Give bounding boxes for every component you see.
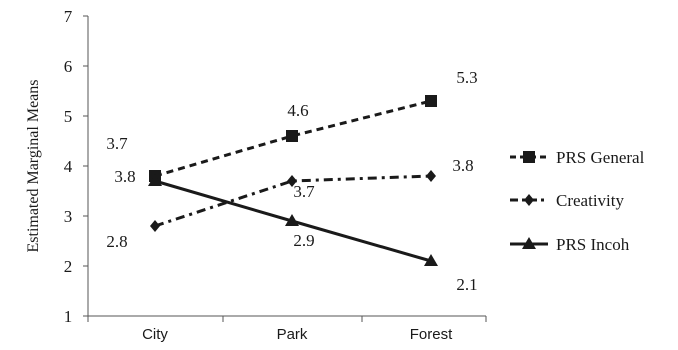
legend-item: PRS General [510, 148, 645, 167]
data-point [425, 95, 437, 107]
y-tick-label: 4 [64, 157, 73, 176]
legend-item: Creativity [510, 191, 624, 210]
data-label: 4.6 [287, 101, 308, 120]
data-label: 3.7 [293, 182, 315, 201]
data-point [150, 220, 160, 232]
data-label: 5.3 [456, 68, 477, 87]
data-label: 3.7 [106, 134, 128, 153]
y-tick-label: 6 [64, 57, 73, 76]
legend-marker [523, 151, 535, 163]
data-point [286, 130, 298, 142]
legend: PRS General Creativity PRS Incoh [510, 148, 645, 254]
legend-marker [524, 194, 534, 206]
data-label: 3.8 [114, 167, 135, 186]
data-labels: 3.8 4.6 5.3 2.8 3.7 3.8 3.7 2.9 2.1 [106, 68, 477, 294]
x-ticks: City Park Forest [87, 316, 487, 343]
data-label: 2.8 [106, 232, 127, 251]
y-tick-label: 2 [64, 257, 73, 276]
y-axis-label: Estimated Marginal Means [25, 80, 42, 253]
y-tick-label: 1 [64, 307, 73, 326]
legend-label: Creativity [556, 191, 624, 210]
series-creativity [150, 170, 436, 232]
legend-label: PRS Incoh [556, 235, 630, 254]
data-point [426, 170, 436, 182]
data-label: 3.8 [452, 156, 473, 175]
y-tick-label: 3 [64, 207, 73, 226]
x-tick-label: City [142, 326, 168, 343]
x-tick-label: Forest [410, 326, 453, 343]
x-tick-label: Park [277, 326, 308, 343]
legend-item: PRS Incoh [510, 235, 630, 254]
data-point [287, 175, 297, 187]
legend-marker [522, 237, 536, 249]
series-line [154, 174, 432, 228]
axes [87, 16, 486, 317]
series-layer [148, 95, 438, 266]
series-prs-incoh [148, 174, 438, 266]
data-label: 2.1 [456, 275, 477, 294]
y-tick-label: 5 [64, 107, 73, 126]
data-point [148, 174, 162, 186]
data-point [285, 214, 299, 226]
data-label: 2.9 [293, 231, 314, 250]
data-point [424, 254, 438, 266]
y-ticks: 1 2 3 4 5 6 7 [64, 7, 88, 326]
y-tick-label: 7 [64, 7, 73, 26]
legend-label: PRS General [556, 148, 645, 167]
